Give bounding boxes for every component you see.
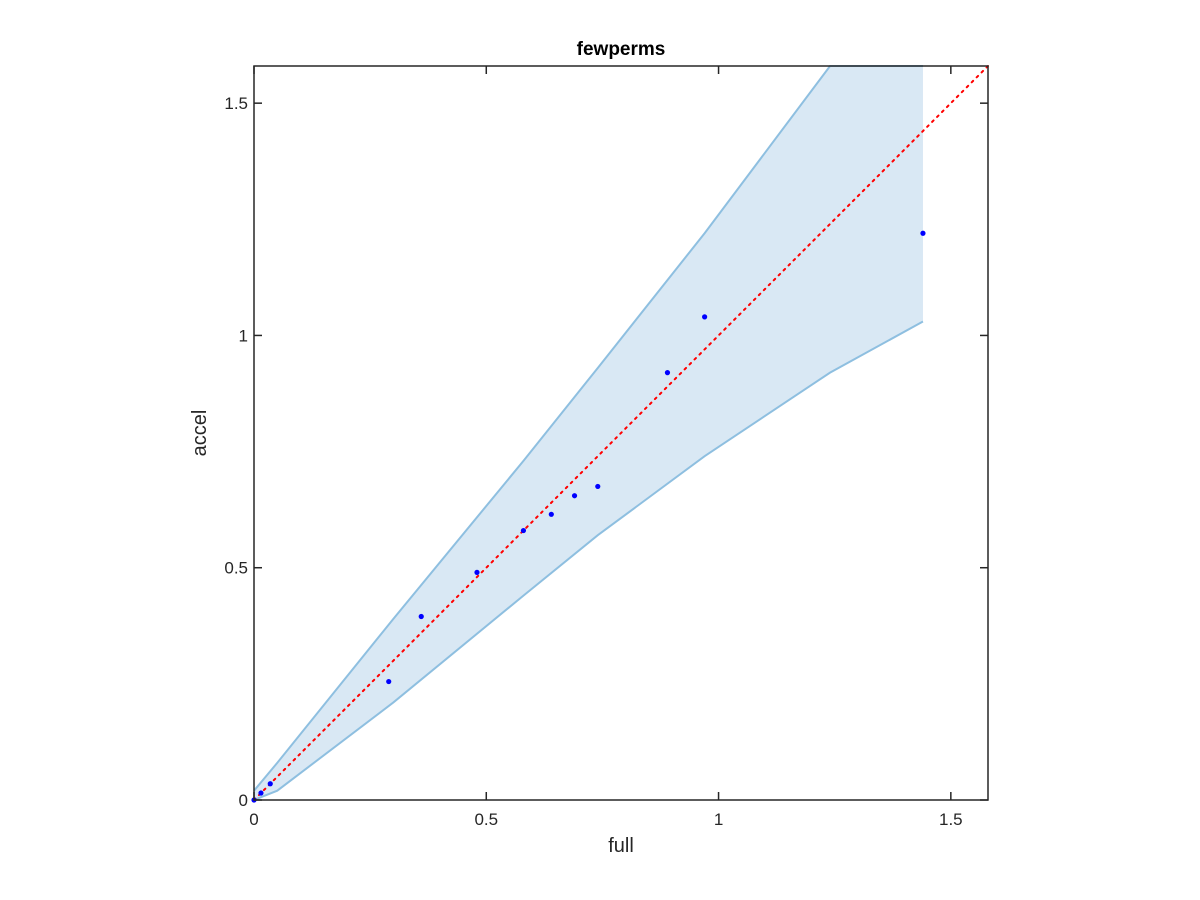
axes-box [253, 65, 989, 801]
data-point [920, 230, 926, 236]
points-layer [251, 230, 926, 803]
confidence-band-upper-edge [253, 65, 923, 792]
x-tick-label: 0.5 [474, 810, 498, 829]
data-point [474, 569, 480, 575]
x-axis-label: full [608, 835, 634, 857]
y-tick-label: 0 [239, 791, 248, 810]
chart-title: fewperms [577, 39, 666, 60]
data-point [595, 483, 601, 490]
ticks-layer: 0 0.5 1 1.5 0 0.5 1 1.5 [224, 66, 988, 829]
data-point [386, 678, 392, 685]
confidence-band-fill [254, 66, 923, 800]
x-tick-label: 1.5 [939, 810, 963, 829]
data-point [548, 511, 554, 517]
band-layer [253, 65, 924, 801]
reference-line-layer [253, 65, 989, 801]
confidence-band-lower-edge [253, 320, 924, 801]
x-tick-label: 0 [249, 810, 258, 829]
data-point [520, 527, 527, 534]
data-point [258, 790, 264, 796]
identity-reference-line [253, 65, 989, 801]
x-tick-label: 1 [714, 810, 723, 829]
y-axis-label: accel [189, 410, 211, 457]
data-point [267, 781, 273, 787]
y-tick-label: 1 [239, 326, 248, 345]
y-tick-label: 0.5 [224, 559, 248, 578]
y-tick-label: 1.5 [224, 94, 248, 113]
data-point [664, 370, 671, 376]
data-point [418, 613, 424, 620]
data-point [702, 314, 708, 320]
data-point [571, 493, 578, 499]
